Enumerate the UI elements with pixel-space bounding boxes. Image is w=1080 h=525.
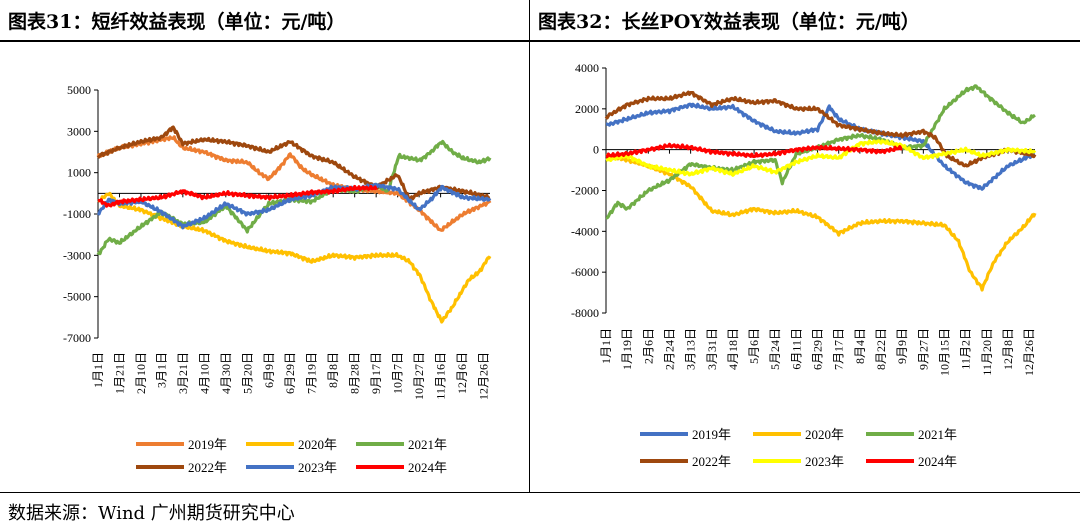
legend-label: 2024年 bbox=[408, 460, 447, 475]
x-tick-label: 12月6日 bbox=[455, 352, 469, 394]
x-tick-label: 7月17日 bbox=[832, 328, 846, 370]
x-tick-label: 8月4日 bbox=[853, 328, 867, 364]
y-tick-label: 0 bbox=[593, 143, 599, 157]
x-tick-label: 5月24日 bbox=[768, 328, 782, 370]
y-tick-label: 3000 bbox=[67, 124, 91, 138]
x-tick-label: 12月8日 bbox=[1001, 328, 1015, 370]
legend-label: 2019年 bbox=[692, 427, 731, 442]
x-tick-label: 2月24日 bbox=[662, 328, 676, 370]
x-tick-label: 6月11日 bbox=[789, 328, 803, 370]
x-tick-label: 12月26日 bbox=[1022, 328, 1036, 376]
series-line-2024年 bbox=[605, 142, 903, 159]
y-tick-label: -3000 bbox=[63, 248, 91, 262]
legend-label: 2022年 bbox=[188, 460, 227, 475]
chart-title-left: 图表31：短纤效益表现（单位：元/吨） bbox=[8, 11, 346, 33]
series-line-2023年 bbox=[96, 182, 492, 230]
legend-label: 2020年 bbox=[298, 437, 337, 452]
x-tick-label: 9月27日 bbox=[916, 328, 930, 370]
x-tick-label: 6月29日 bbox=[283, 352, 297, 394]
y-tick-label: 5000 bbox=[67, 83, 91, 97]
legend-label: 2024年 bbox=[918, 454, 957, 469]
x-tick-label: 2月6日 bbox=[641, 328, 655, 364]
series-line-2023年 bbox=[605, 139, 1037, 177]
series-line-2024年 bbox=[97, 184, 378, 208]
x-tick-label: 2月10日 bbox=[134, 352, 148, 394]
chart-title-right: 图表32：长丝POY效益表现（单位：元/吨） bbox=[538, 11, 920, 33]
data-source: 数据来源：Wind 广州期货研究中心 bbox=[8, 503, 295, 524]
x-tick-label: 10月7日 bbox=[391, 352, 405, 394]
y-tick-label: -4000 bbox=[571, 224, 599, 238]
x-tick-label: 3月31日 bbox=[705, 328, 719, 370]
x-tick-label: 10月15日 bbox=[937, 328, 951, 376]
legend-label: 2023年 bbox=[298, 460, 337, 475]
x-tick-label: 11月16日 bbox=[434, 352, 448, 400]
x-tick-label: 1月1日 bbox=[91, 352, 105, 388]
y-tick-label: -2000 bbox=[571, 184, 599, 198]
chart-panel-right: 图表32：长丝POY效益表现（单位：元/吨） 4000 2000 0 -2000 -40… bbox=[530, 0, 1080, 492]
x-tick-label: 9月9日 bbox=[895, 328, 909, 364]
x-tick-label: 12月26日 bbox=[477, 352, 491, 400]
legend-label: 2021年 bbox=[918, 427, 957, 442]
x-tick-label: 5月20日 bbox=[240, 352, 254, 394]
legend-label: 2022年 bbox=[692, 454, 731, 469]
x-tick-label: 6月29日 bbox=[811, 328, 825, 370]
x-tick-label: 4月18日 bbox=[726, 328, 740, 370]
y-tick-label: -5000 bbox=[63, 290, 91, 304]
y-tick-label: 4000 bbox=[575, 61, 599, 75]
x-tick-label: 8月8日 bbox=[326, 352, 340, 388]
x-tick-label: 7月19日 bbox=[305, 352, 319, 394]
series-line-2019年 bbox=[96, 135, 492, 232]
y-tick-label: -6000 bbox=[571, 265, 599, 279]
series-line-2020年 bbox=[605, 153, 1037, 292]
x-tick-label: 3月21日 bbox=[176, 352, 190, 394]
x-tick-label: 1月19日 bbox=[620, 328, 634, 370]
x-tick-label: 1月21日 bbox=[112, 352, 126, 394]
x-tick-label: 3月13日 bbox=[684, 328, 698, 370]
x-tick-label: 5月6日 bbox=[747, 328, 761, 364]
x-tick-label: 9月17日 bbox=[369, 352, 383, 394]
series-line-2020年 bbox=[97, 191, 492, 324]
title-rule bbox=[0, 40, 1080, 42]
y-tick-label: -7000 bbox=[63, 331, 91, 345]
x-tick-label: 8月22日 bbox=[874, 328, 888, 370]
x-tick-label: 11月20日 bbox=[980, 328, 994, 376]
legend-label: 2020年 bbox=[805, 427, 844, 442]
chart-panel-left: 图表31：短纤效益表现（单位：元/吨） 5000 3000 1000 -1000 -30… bbox=[0, 0, 530, 492]
x-tick-label: 11月2日 bbox=[959, 328, 973, 370]
x-tick-label: 10月27日 bbox=[412, 352, 426, 400]
series-line-2022年 bbox=[96, 125, 491, 202]
x-tick-label: 4月10日 bbox=[197, 352, 211, 394]
y-tick-label: 2000 bbox=[575, 102, 599, 116]
legend-label: 2023年 bbox=[805, 454, 844, 469]
x-tick-label: 4月30日 bbox=[219, 352, 233, 394]
x-tick-label: 1月1日 bbox=[599, 328, 613, 364]
legend-label: 2019年 bbox=[188, 437, 227, 452]
series-line-2019年 bbox=[605, 102, 1036, 191]
series-line-2022年 bbox=[604, 90, 1037, 168]
legend-label: 2021年 bbox=[408, 437, 447, 452]
x-tick-label: 8月28日 bbox=[348, 352, 362, 394]
x-tick-label: 6月9日 bbox=[262, 352, 276, 388]
x-tick-label: 3月1日 bbox=[154, 352, 168, 388]
y-tick-label: -1000 bbox=[63, 207, 91, 221]
y-tick-label: 1000 bbox=[67, 166, 91, 180]
footer-rule bbox=[0, 492, 1080, 493]
y-tick-label: -8000 bbox=[571, 306, 599, 320]
